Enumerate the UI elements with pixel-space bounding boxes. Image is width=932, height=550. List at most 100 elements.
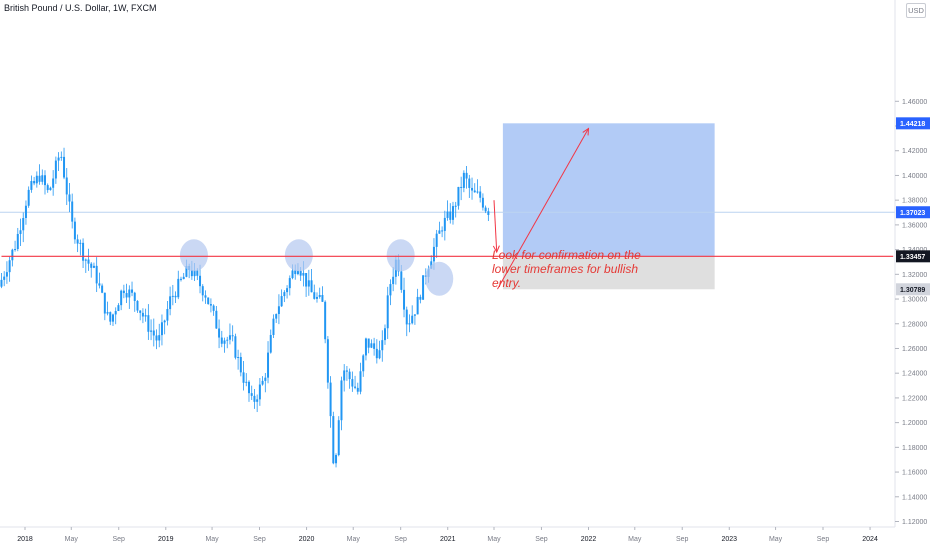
candle [215,306,218,329]
candle [82,238,85,268]
candle-body [441,230,444,232]
candle-body [356,387,359,392]
candle [98,272,101,289]
candle [179,276,182,282]
candle-body [247,381,250,394]
highlight-markers [179,239,454,296]
candle [275,313,278,323]
candle [479,186,482,203]
candle-body [454,205,457,207]
candle-body [318,295,321,297]
candle [95,257,98,293]
candle [438,221,441,234]
y-tick-label: 1.20000 [902,420,927,427]
x-tick-label: May [487,536,501,543]
candle [228,323,231,345]
arrow-head [582,127,590,136]
candle-body [136,300,139,311]
annotation-arrows [492,127,590,290]
candle-body [52,178,55,188]
candle [408,314,411,333]
candle-body [150,330,153,332]
candle-body [324,301,327,340]
candle-body [122,290,125,294]
candle [411,305,414,325]
candle [373,337,376,356]
candle-body [57,157,60,161]
candle [269,329,272,354]
candle-body [302,273,305,276]
candle [354,375,357,390]
candle-body [313,292,316,299]
projection-zones [502,123,715,290]
candle-body [451,206,454,220]
candle-body [131,289,134,293]
candle [19,218,22,246]
candle-body [111,314,114,322]
candle [392,266,395,292]
x-tick-label: Sep [817,536,830,543]
candle-body [473,190,476,193]
y-tick-label: 1.26000 [902,346,927,353]
candle [321,286,324,302]
price-badge-label: 1.37023 [900,210,925,217]
candle [209,298,212,313]
arrow-head [492,245,500,254]
candle [35,171,38,188]
candle-body [22,217,25,231]
candle-body [19,230,22,234]
candle-body [147,315,150,332]
candle [71,193,74,229]
candle-body [359,371,362,392]
candle-body [419,296,422,300]
candle [103,292,106,321]
resistance-touch-marker [284,239,313,272]
candle-body [484,207,487,212]
price-badge: 1.44218 [896,117,930,130]
currency-button[interactable]: USD [906,3,926,18]
price-axis-labels: 1.460001.440001.420001.400001.380001.360… [895,99,927,526]
candle-body [457,186,460,206]
candle [435,229,438,258]
candle [169,286,172,316]
candle-body [196,270,199,276]
price-badges: 1.44218 1.37023 1.33457 1.30789 [896,117,930,296]
candle [250,385,253,401]
candle [150,319,153,341]
x-tick-label: May [769,536,783,543]
candle [286,285,289,299]
candle-body [139,310,142,313]
candle [120,289,123,311]
candle [247,380,250,402]
candle [446,200,449,221]
candle-body [215,310,218,329]
candle-body [253,395,256,402]
candle [239,352,242,377]
candle-body [435,233,438,247]
candle-body [403,289,406,310]
candle [41,169,44,185]
candle [468,174,471,198]
x-tick-label: 2024 [862,536,878,543]
candle-body [5,272,8,277]
candle [381,330,384,362]
x-tick-label: 2018 [17,536,33,543]
annotation-note: Look for confirmation on the lower timef… [492,248,641,290]
candle-body [54,160,57,179]
candle [441,226,444,238]
chart-title: British Pound / U.S. Dollar, 1W, FXCM [4,3,157,13]
candle-body [378,350,381,359]
candle-body [343,370,346,381]
x-tick-label: Sep [676,536,689,543]
candle-body [307,280,310,287]
candle-body [60,156,63,158]
candle-body [63,156,66,178]
candle [30,175,33,193]
candle [370,339,373,349]
candle-body [443,217,446,231]
candle [204,290,207,304]
candle [49,186,52,191]
x-tick-label: May [347,536,361,543]
candle [337,416,340,457]
